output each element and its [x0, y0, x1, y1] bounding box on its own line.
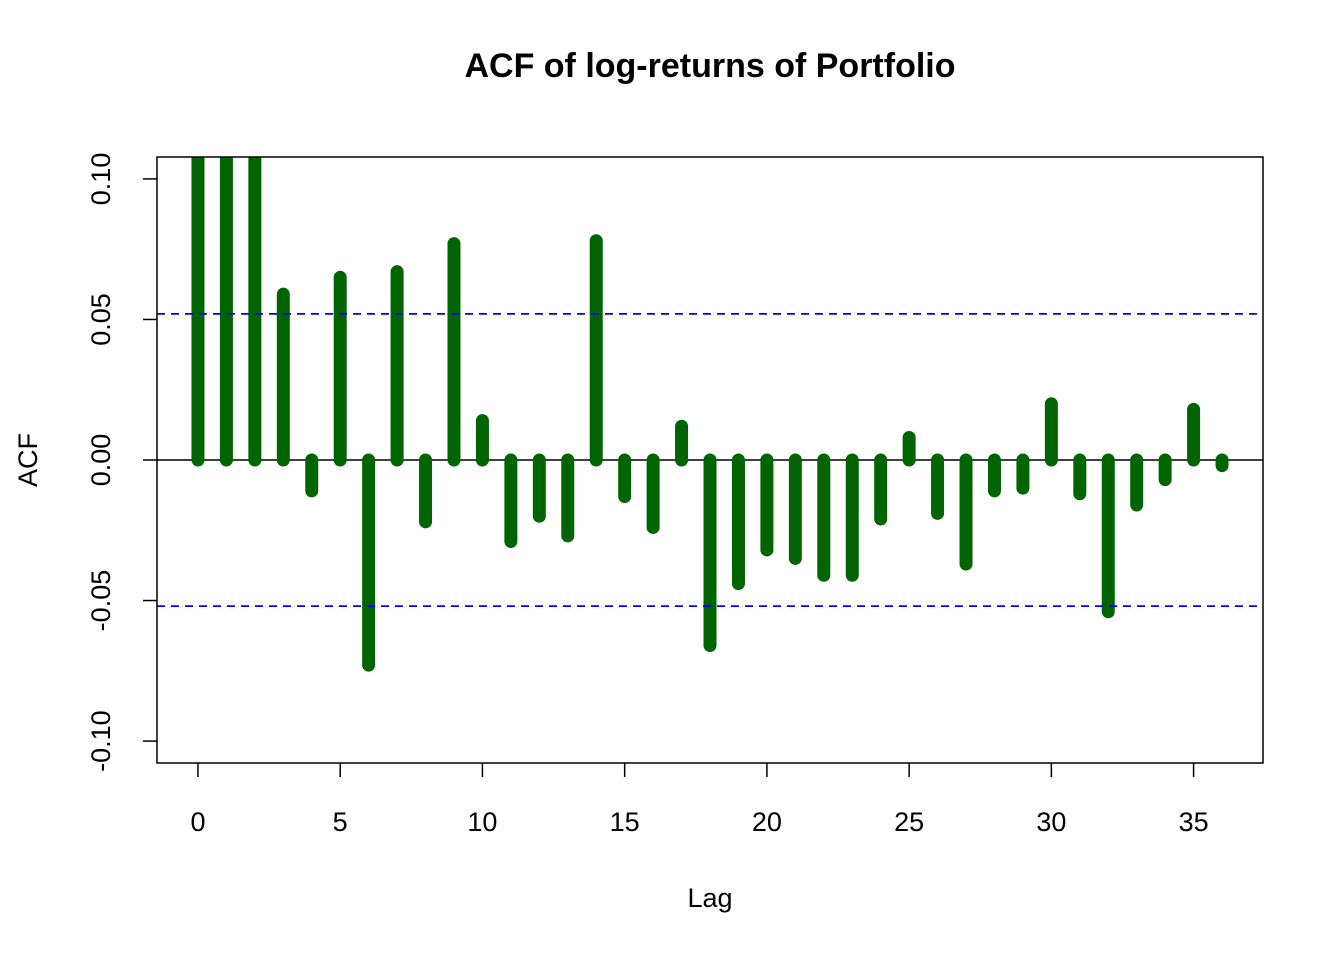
x-tick-label: 10 — [467, 807, 497, 837]
x-tick-label: 20 — [752, 807, 782, 837]
x-tick-label: 25 — [894, 807, 924, 837]
chart-title: ACF of log-returns of Portfolio — [464, 47, 955, 85]
y-tick-label: 0.00 — [86, 434, 116, 487]
x-tick-label: 5 — [333, 807, 348, 837]
x-tick-label: 35 — [1179, 807, 1209, 837]
x-tick-label: 0 — [190, 807, 205, 837]
x-tick-label: 15 — [610, 807, 640, 837]
y-tick-label: 0.05 — [86, 293, 116, 346]
x-tick-label: 30 — [1036, 807, 1066, 837]
plot-area — [157, 157, 1263, 672]
y-tick-label: 0.10 — [86, 153, 116, 206]
y-tick-label: -0.10 — [86, 710, 116, 772]
y-tick-label: -0.05 — [86, 570, 116, 632]
x-axis-title: Lag — [687, 883, 732, 913]
y-axis-title: ACF — [13, 433, 43, 487]
